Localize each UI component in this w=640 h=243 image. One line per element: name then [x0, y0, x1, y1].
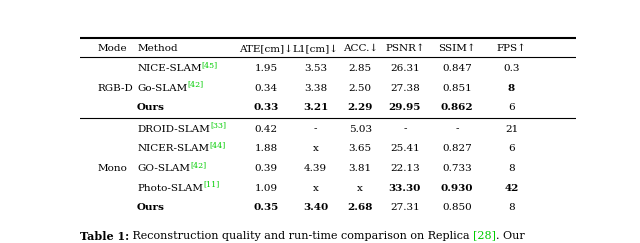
Text: 6: 6: [508, 144, 515, 153]
Text: 33.30: 33.30: [388, 183, 421, 192]
Text: L1[cm]↓: L1[cm]↓: [292, 44, 339, 53]
Text: PSNR↑: PSNR↑: [385, 44, 425, 53]
Text: ATE[cm]↓: ATE[cm]↓: [239, 44, 293, 53]
Text: 0.827: 0.827: [442, 144, 472, 153]
Text: Reconstruction quality and run-time comparison on Replica: Reconstruction quality and run-time comp…: [129, 231, 473, 241]
Text: 4.39: 4.39: [304, 164, 327, 173]
Text: Go-SLAM: Go-SLAM: [137, 84, 188, 93]
Text: ACC.↓: ACC.↓: [342, 44, 378, 53]
Text: NICE-SLAM: NICE-SLAM: [137, 64, 202, 73]
Text: Ours: Ours: [137, 203, 165, 212]
Text: 21: 21: [505, 125, 518, 134]
Text: DROID-SLAM: DROID-SLAM: [137, 125, 210, 134]
Text: Table 1:: Table 1:: [80, 231, 129, 242]
Text: SSIM↑: SSIM↑: [438, 44, 476, 53]
Text: [42]: [42]: [190, 161, 206, 169]
Text: 0.3: 0.3: [503, 64, 520, 73]
Text: 0.930: 0.930: [441, 183, 473, 192]
Text: [28]: [28]: [473, 231, 496, 241]
Text: x: x: [313, 144, 319, 153]
Text: 0.847: 0.847: [442, 64, 472, 73]
Text: Photo-SLAM: Photo-SLAM: [137, 183, 203, 192]
Text: 2.29: 2.29: [348, 104, 373, 113]
Text: 2.68: 2.68: [348, 203, 373, 212]
Text: NICER-SLAM: NICER-SLAM: [137, 144, 209, 153]
Text: 27.31: 27.31: [390, 203, 420, 212]
Text: Mono: Mono: [97, 164, 127, 173]
Text: 3.21: 3.21: [303, 104, 328, 113]
Text: 25.41: 25.41: [390, 144, 420, 153]
Text: 3.53: 3.53: [304, 64, 327, 73]
Text: 8: 8: [508, 164, 515, 173]
Text: 0.33: 0.33: [253, 104, 278, 113]
Text: 1.95: 1.95: [255, 64, 278, 73]
Text: 0.862: 0.862: [441, 104, 473, 113]
Text: 0.34: 0.34: [255, 84, 278, 93]
Text: 8: 8: [508, 203, 515, 212]
Text: 0.850: 0.850: [442, 203, 472, 212]
Text: Ours: Ours: [137, 104, 165, 113]
Text: 0.35: 0.35: [253, 203, 278, 212]
Text: Method: Method: [137, 44, 178, 53]
Text: 3.81: 3.81: [349, 164, 372, 173]
Text: GO-SLAM: GO-SLAM: [137, 164, 190, 173]
Text: 0.42: 0.42: [255, 125, 278, 134]
Text: . Our: . Our: [496, 231, 525, 241]
Text: -: -: [314, 125, 317, 134]
Text: 6: 6: [508, 104, 515, 113]
Text: [44]: [44]: [209, 141, 225, 149]
Text: 1.09: 1.09: [255, 183, 278, 192]
Text: -: -: [403, 125, 406, 134]
Text: 1.88: 1.88: [255, 144, 278, 153]
Text: 8: 8: [508, 84, 515, 93]
Text: 0.39: 0.39: [255, 164, 278, 173]
Text: RGB-D: RGB-D: [97, 84, 133, 93]
Text: 0.733: 0.733: [442, 164, 472, 173]
Text: [45]: [45]: [202, 61, 218, 69]
Text: [11]: [11]: [203, 181, 220, 189]
Text: 2.50: 2.50: [349, 84, 372, 93]
Text: 26.31: 26.31: [390, 64, 420, 73]
Text: x: x: [313, 183, 319, 192]
Text: 27.38: 27.38: [390, 84, 420, 93]
Text: 3.40: 3.40: [303, 203, 328, 212]
Text: [33]: [33]: [210, 122, 226, 130]
Text: FPS↑: FPS↑: [497, 44, 527, 53]
Text: [42]: [42]: [188, 81, 204, 89]
Text: 5.03: 5.03: [349, 125, 372, 134]
Text: -: -: [455, 125, 459, 134]
Text: 42: 42: [504, 183, 518, 192]
Text: 3.38: 3.38: [304, 84, 327, 93]
Text: 2.85: 2.85: [349, 64, 372, 73]
Text: 22.13: 22.13: [390, 164, 420, 173]
Text: 29.95: 29.95: [388, 104, 421, 113]
Text: x: x: [357, 183, 363, 192]
Text: 0.851: 0.851: [442, 84, 472, 93]
Text: 3.65: 3.65: [349, 144, 372, 153]
Text: Mode: Mode: [97, 44, 127, 53]
